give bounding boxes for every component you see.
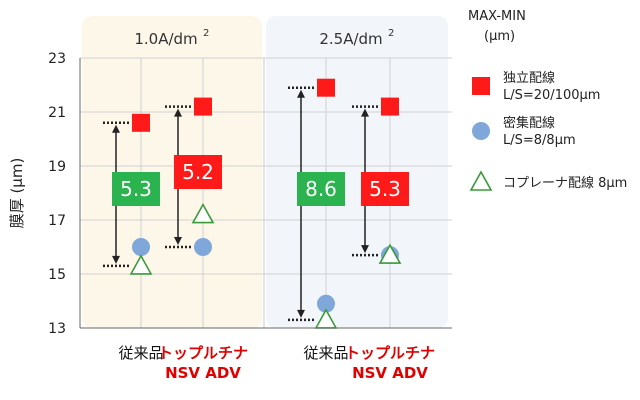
range-0-value-label: 5.3 (120, 177, 152, 201)
category-label-3-line2: NSV ADV (352, 364, 428, 382)
range-3-value-label: 5.3 (369, 177, 401, 201)
series-0-point-2 (317, 78, 335, 97)
legend-item-1-label-line2: L/S=8/8μm (503, 133, 576, 148)
range-1-value-box (174, 155, 222, 189)
series-1-point-1 (194, 238, 212, 256)
y-tick-label-3: 17 (48, 213, 66, 229)
series-2-point-1 (191, 202, 215, 224)
legend-item-0-marker (472, 77, 490, 95)
y-tick-label-1: 21 (48, 105, 66, 121)
panel-0-title-sup: 2 (203, 28, 209, 39)
range-1-arrowhead-top (174, 108, 182, 117)
y-tick-label-2: 19 (48, 159, 66, 175)
range-1-value-label: 5.2 (182, 160, 214, 184)
legend-item-1-marker (472, 122, 490, 140)
category-label-3: トップルチナ (345, 344, 435, 362)
category-label-1: トップルチナ (158, 344, 248, 362)
series-0-point-1 (194, 97, 212, 116)
range-3-arrowhead-bottom (361, 245, 369, 254)
legend-item-2-marker (469, 170, 493, 191)
ranges: 5.3 5.2 8.6 5.3 (103, 86, 409, 322)
series-0-point-0 (132, 113, 150, 132)
legend-title-unit: (μm) (484, 29, 515, 44)
y-tick-label-5: 13 (48, 321, 66, 337)
category-label-2: 従来品 (303, 344, 348, 362)
category-label-1-line2: NSV ADV (165, 364, 241, 382)
series-0-point-3 (381, 97, 399, 116)
panel-0-title: 1.0A/dm (134, 30, 197, 48)
series-1-point-0 (132, 238, 150, 256)
range-2-value-label: 8.6 (305, 177, 337, 201)
series-2-point-3 (378, 243, 402, 264)
category-label-0: 従来品 (118, 344, 163, 362)
y-axis-label: 膜厚 (μm) (8, 158, 26, 229)
legend-item-2-label: コプレーナ配線 8μm (503, 175, 627, 191)
panel-0-background (82, 16, 262, 328)
y-tick-label-0: 23 (48, 51, 66, 67)
y-tick-label-4: 15 (48, 267, 66, 283)
range-3-arrowhead-top (361, 108, 369, 117)
range-1-arrowhead-bottom (174, 237, 182, 245)
range-0-arrowhead-bottom (112, 255, 120, 264)
panel-1-title-sup: 2 (388, 28, 394, 39)
markers (129, 78, 402, 329)
legend-item-1-label: 密集配線 (503, 115, 555, 131)
legend: MAX-MIN (μm) 独立配線 L/S=20/100μm 密集配線 L/S=8/8μm… (468, 9, 627, 191)
series-2-point-0 (129, 254, 153, 275)
range-3-value-box (361, 172, 409, 206)
range-0-value-box (112, 172, 160, 206)
legend-title: MAX-MIN (468, 9, 526, 24)
range-0-arrowhead-top (112, 124, 120, 133)
panel-backgrounds: 1.0A/dm 2 2.5A/dm 2 (82, 16, 448, 328)
range-2-value-box (297, 172, 345, 206)
panel-1-title: 2.5A/dm (319, 30, 382, 48)
range-2-arrowhead-top (297, 89, 305, 98)
series-1-point-2 (317, 294, 335, 313)
panel-1-background (266, 16, 448, 328)
legend-item-0-label: 独立配線 (503, 70, 555, 86)
legend-item-0-label-line2: L/S=20/100μm (503, 88, 600, 103)
range-2-arrowhead-bottom (297, 309, 305, 318)
